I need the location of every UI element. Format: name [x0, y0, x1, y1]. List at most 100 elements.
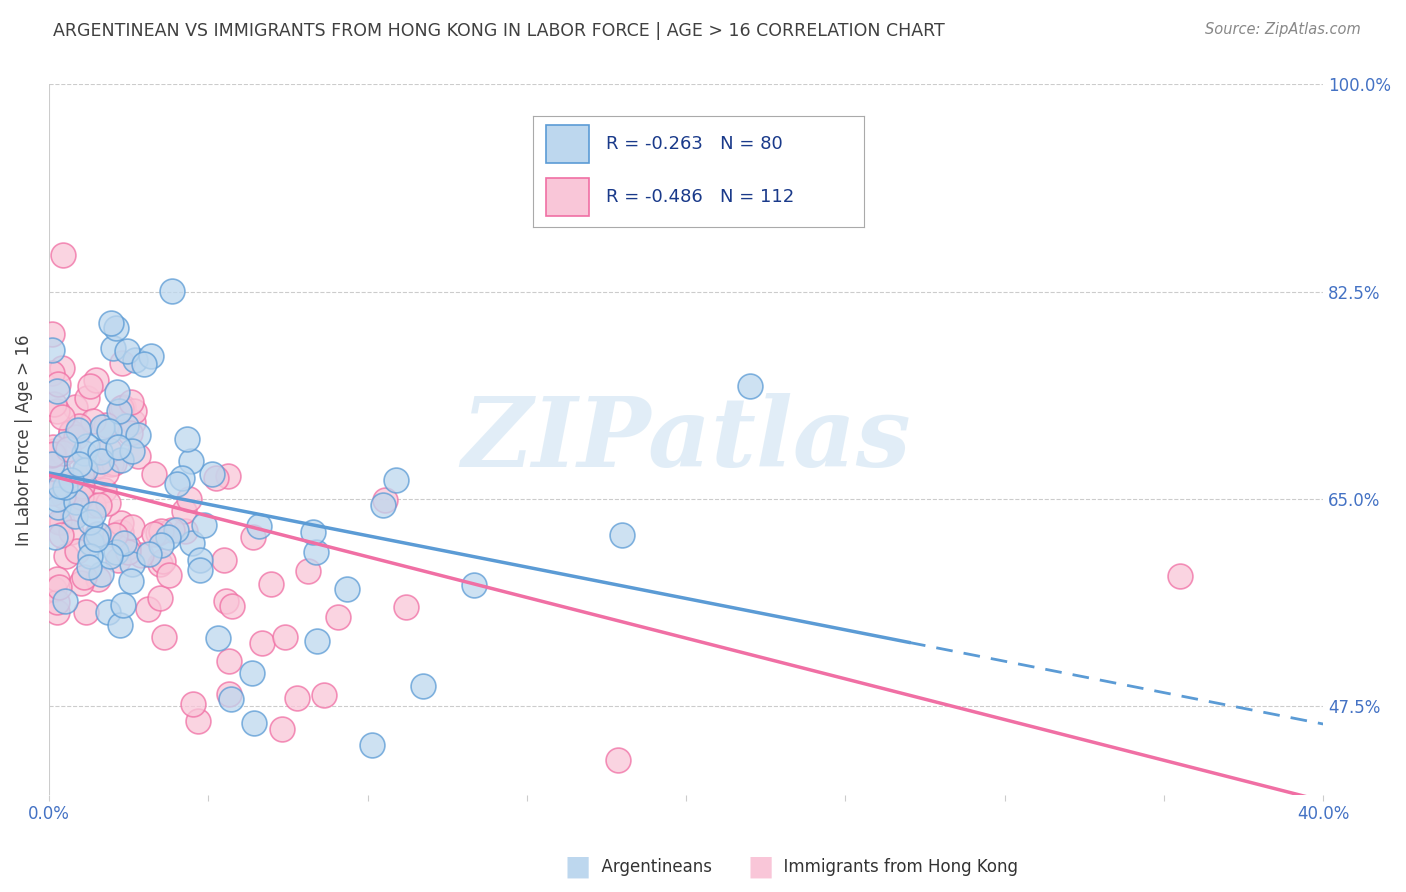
Point	[218, 653, 240, 667]
Point	[143, 527, 166, 541]
Point	[217, 469, 239, 483]
Point	[48, 580, 70, 594]
Point	[166, 477, 188, 491]
Point	[41, 448, 63, 462]
Point	[105, 320, 128, 334]
Point	[412, 679, 434, 693]
Point	[121, 520, 143, 534]
Point	[242, 530, 264, 544]
Point	[181, 536, 204, 550]
Point	[67, 418, 90, 433]
Point	[98, 549, 121, 563]
Text: ZIPatlas: ZIPatlas	[461, 392, 911, 487]
Point	[41, 457, 63, 471]
Point	[86, 526, 108, 541]
Point	[247, 519, 270, 533]
Point	[82, 498, 104, 512]
Point	[243, 716, 266, 731]
Text: Source: ZipAtlas.com: Source: ZipAtlas.com	[1205, 22, 1361, 37]
Point	[91, 420, 114, 434]
Point	[177, 491, 200, 506]
Point	[181, 697, 204, 711]
Point	[67, 457, 90, 471]
Point	[46, 491, 69, 506]
Point	[103, 456, 125, 470]
Point	[48, 515, 70, 529]
Point	[105, 545, 128, 559]
Point	[215, 594, 238, 608]
Y-axis label: In Labor Force | Age > 16: In Labor Force | Age > 16	[15, 334, 32, 546]
Point	[180, 453, 202, 467]
Point	[59, 483, 82, 498]
Point	[122, 404, 145, 418]
Point	[121, 444, 143, 458]
Point	[112, 535, 135, 549]
Point	[97, 496, 120, 510]
Point	[42, 448, 65, 462]
Point	[250, 636, 273, 650]
Point	[218, 686, 240, 700]
Point	[193, 517, 215, 532]
Point	[75, 605, 97, 619]
Point	[41, 326, 63, 341]
Point	[142, 467, 165, 482]
Point	[129, 548, 152, 562]
Point	[326, 610, 349, 624]
Point	[41, 479, 63, 493]
Point	[73, 460, 96, 475]
Point	[76, 439, 98, 453]
Point	[90, 567, 112, 582]
Point	[110, 452, 132, 467]
Point	[77, 559, 100, 574]
Point	[110, 618, 132, 632]
Point	[80, 535, 103, 549]
Point	[463, 578, 485, 592]
Point	[305, 545, 328, 559]
Point	[84, 532, 107, 546]
Point	[121, 574, 143, 588]
Point	[302, 525, 325, 540]
Point	[42, 582, 65, 597]
Point	[94, 466, 117, 480]
Point	[385, 473, 408, 487]
Point	[98, 442, 121, 457]
Point	[41, 366, 63, 380]
Point	[187, 714, 209, 728]
Point	[104, 527, 127, 541]
Point	[121, 558, 143, 572]
Point	[314, 688, 336, 702]
Point	[62, 508, 84, 522]
Point	[201, 467, 224, 482]
Point	[73, 446, 96, 460]
Point	[336, 582, 359, 596]
Point	[42, 440, 65, 454]
Point	[51, 516, 73, 530]
Point	[60, 425, 83, 439]
Point	[285, 690, 308, 705]
Point	[65, 475, 87, 489]
Point	[65, 430, 87, 444]
Point	[110, 401, 132, 416]
Point	[46, 376, 69, 391]
Point	[107, 385, 129, 400]
Point	[79, 549, 101, 564]
Point	[149, 591, 172, 605]
Point	[89, 445, 111, 459]
Point	[305, 633, 328, 648]
Point	[1168, 569, 1191, 583]
Point	[111, 400, 134, 414]
Point	[152, 630, 174, 644]
Point	[86, 526, 108, 541]
Point	[149, 558, 172, 572]
Point	[76, 391, 98, 405]
Point	[53, 480, 76, 494]
Point	[176, 432, 198, 446]
Point	[136, 602, 159, 616]
Point	[69, 575, 91, 590]
Point	[274, 630, 297, 644]
Point	[121, 415, 143, 429]
Point	[45, 384, 67, 398]
Point	[49, 528, 72, 542]
Point	[90, 454, 112, 468]
Point	[612, 527, 634, 541]
